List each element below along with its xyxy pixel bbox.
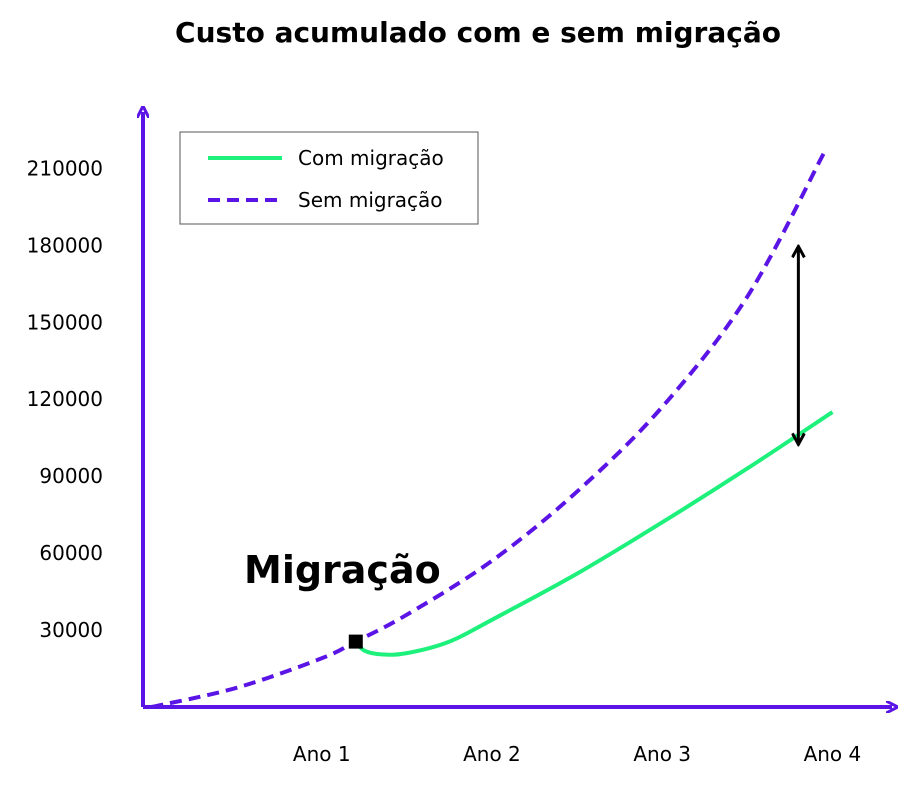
y-tick-30000: 30000 xyxy=(39,618,103,642)
y-tick-180000: 180000 xyxy=(27,233,103,257)
chart-title: Custo acumulado com e sem migração xyxy=(175,16,781,49)
axes xyxy=(143,112,892,707)
legend: Com migração Sem migração xyxy=(179,131,479,225)
x-tick-2: Ano 2 xyxy=(463,742,521,766)
x-tick-labels: Ano 1 Ano 2 Ano 3 Ano 4 xyxy=(293,742,861,766)
y-tick-60000: 60000 xyxy=(39,541,103,565)
legend-box xyxy=(179,131,479,225)
y-tick-150000: 150000 xyxy=(27,310,103,334)
legend-label-sem: Sem migração xyxy=(298,188,443,212)
annotation-migracao: Migração xyxy=(244,548,441,592)
y-tick-210000: 210000 xyxy=(27,156,103,180)
x-tick-4: Ano 4 xyxy=(804,742,862,766)
x-tick-1: Ano 1 xyxy=(293,742,351,766)
series-lines xyxy=(151,152,834,709)
series-line-com-migracao xyxy=(354,410,834,657)
y-tick-labels: 30000 60000 90000 120000 150000 180000 210000 xyxy=(27,156,103,642)
y-tick-90000: 90000 xyxy=(39,464,103,488)
y-tick-120000: 120000 xyxy=(27,387,103,411)
x-tick-3: Ano 3 xyxy=(633,742,691,766)
annotations xyxy=(348,247,799,649)
legend-label-com: Com migração xyxy=(298,146,444,170)
series-line-sem-migracao xyxy=(151,152,826,709)
migration-point-marker xyxy=(348,634,363,649)
